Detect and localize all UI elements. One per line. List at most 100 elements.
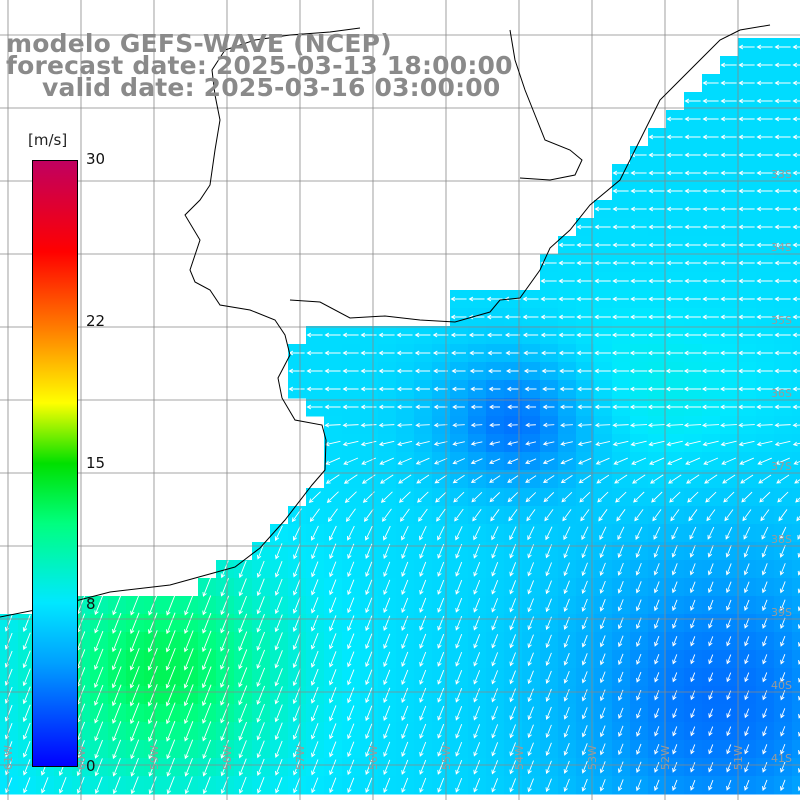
wind-arrow bbox=[238, 685, 248, 706]
wind-arrow bbox=[545, 652, 552, 667]
wind-arrow bbox=[738, 296, 755, 302]
wind-arrow bbox=[509, 526, 517, 541]
wind-arrow bbox=[491, 760, 499, 775]
wind-arrow bbox=[762, 617, 768, 629]
wind-arrow bbox=[220, 648, 230, 670]
longitude-label: 57W bbox=[294, 745, 307, 770]
wind-arrow bbox=[654, 726, 660, 737]
wind-arrow bbox=[288, 386, 305, 392]
wind-arrow bbox=[594, 404, 611, 410]
wind-arrow bbox=[744, 654, 750, 665]
wind-arrow bbox=[360, 368, 377, 374]
wind-arrow bbox=[306, 368, 323, 374]
wind-speed-cell bbox=[792, 668, 800, 687]
wind-arrow bbox=[720, 152, 737, 158]
wind-arrow bbox=[437, 741, 445, 757]
wind-arrow bbox=[598, 509, 608, 522]
wind-arrow bbox=[558, 296, 575, 302]
wind-arrow bbox=[324, 368, 341, 374]
wind-arrow bbox=[22, 704, 31, 723]
coastline bbox=[0, 24, 771, 618]
wind-arrow bbox=[94, 684, 104, 706]
wind-arrow bbox=[524, 386, 537, 392]
wind-arrow bbox=[22, 686, 31, 705]
wind-arrow bbox=[347, 579, 355, 596]
wind-arrow bbox=[489, 492, 501, 503]
wind-arrow bbox=[792, 278, 800, 284]
wind-arrow bbox=[542, 458, 555, 465]
wind-arrow bbox=[325, 474, 340, 484]
wind-arrow bbox=[611, 350, 630, 356]
wind-arrow bbox=[720, 170, 737, 176]
wind-arrow bbox=[545, 778, 552, 793]
wind-arrow bbox=[347, 615, 355, 632]
wind-arrow bbox=[672, 744, 678, 755]
wind-arrow bbox=[779, 599, 786, 612]
wind-arrow bbox=[739, 457, 755, 465]
wind-arrow bbox=[415, 441, 430, 447]
wind-arrow bbox=[183, 630, 194, 653]
wind-arrow bbox=[690, 672, 696, 683]
wind-arrow bbox=[594, 350, 611, 356]
wind-arrow bbox=[630, 152, 647, 158]
latitude-label: 33S bbox=[771, 168, 792, 181]
longitude-label: 61W bbox=[2, 745, 15, 770]
wind-arrow bbox=[397, 457, 412, 465]
wind-arrow bbox=[683, 422, 702, 428]
wind-arrow bbox=[774, 278, 791, 284]
wind-arrow bbox=[166, 739, 176, 760]
wind-arrow bbox=[419, 561, 427, 577]
wind-arrow bbox=[347, 651, 355, 668]
wind-arrow bbox=[292, 704, 301, 722]
wind-arrow bbox=[761, 544, 768, 558]
wind-arrow bbox=[380, 491, 393, 503]
wind-arrow bbox=[22, 614, 31, 633]
wind-arrow bbox=[743, 544, 750, 558]
wind-arrow bbox=[654, 708, 660, 719]
wind-arrow bbox=[756, 296, 773, 302]
wind-arrow bbox=[563, 724, 570, 738]
wind-arrow bbox=[707, 545, 714, 558]
wind-arrow bbox=[383, 759, 391, 775]
wind-arrow bbox=[256, 685, 265, 705]
wind-arrow bbox=[654, 635, 660, 647]
wind-arrow bbox=[437, 687, 445, 703]
wind-arrow bbox=[647, 422, 666, 428]
wind-arrow bbox=[256, 740, 265, 759]
wind-arrow bbox=[615, 491, 627, 503]
wind-arrow bbox=[738, 206, 755, 212]
wind-arrow bbox=[419, 526, 427, 541]
wind-arrow bbox=[22, 740, 31, 758]
wind-arrow bbox=[129, 684, 140, 707]
wind-arrow bbox=[148, 594, 158, 616]
wind-arrow bbox=[545, 706, 552, 720]
wind-arrow bbox=[527, 778, 534, 793]
wind-arrow bbox=[576, 278, 593, 284]
wind-arrow bbox=[599, 635, 606, 648]
wind-arrow bbox=[563, 742, 570, 756]
wind-arrow bbox=[401, 759, 409, 775]
wind-arrow bbox=[774, 152, 791, 158]
wind-arrow bbox=[473, 543, 481, 559]
latitude-label: 38S bbox=[771, 533, 792, 546]
wind-arrow bbox=[636, 725, 642, 737]
wind-arrow bbox=[612, 314, 629, 320]
wind-arrow bbox=[722, 474, 736, 484]
wind-arrow bbox=[452, 474, 465, 484]
wind-arrow bbox=[326, 491, 339, 503]
wind-arrow bbox=[545, 760, 552, 775]
wind-arrow bbox=[293, 777, 301, 794]
wind-arrow bbox=[383, 651, 391, 668]
wind-arrow bbox=[396, 422, 413, 428]
wind-arrow bbox=[220, 684, 230, 706]
wind-arrow bbox=[683, 386, 702, 392]
wind-arrow bbox=[774, 440, 791, 447]
wind-arrow bbox=[630, 206, 647, 212]
wind-arrow bbox=[636, 671, 642, 683]
wind-arrow bbox=[720, 386, 738, 392]
wind-arrow bbox=[344, 491, 357, 503]
wind-arrow bbox=[383, 525, 391, 541]
wind-arrow bbox=[756, 350, 773, 356]
wind-arrow bbox=[756, 152, 773, 158]
wind-arrow bbox=[527, 544, 535, 559]
